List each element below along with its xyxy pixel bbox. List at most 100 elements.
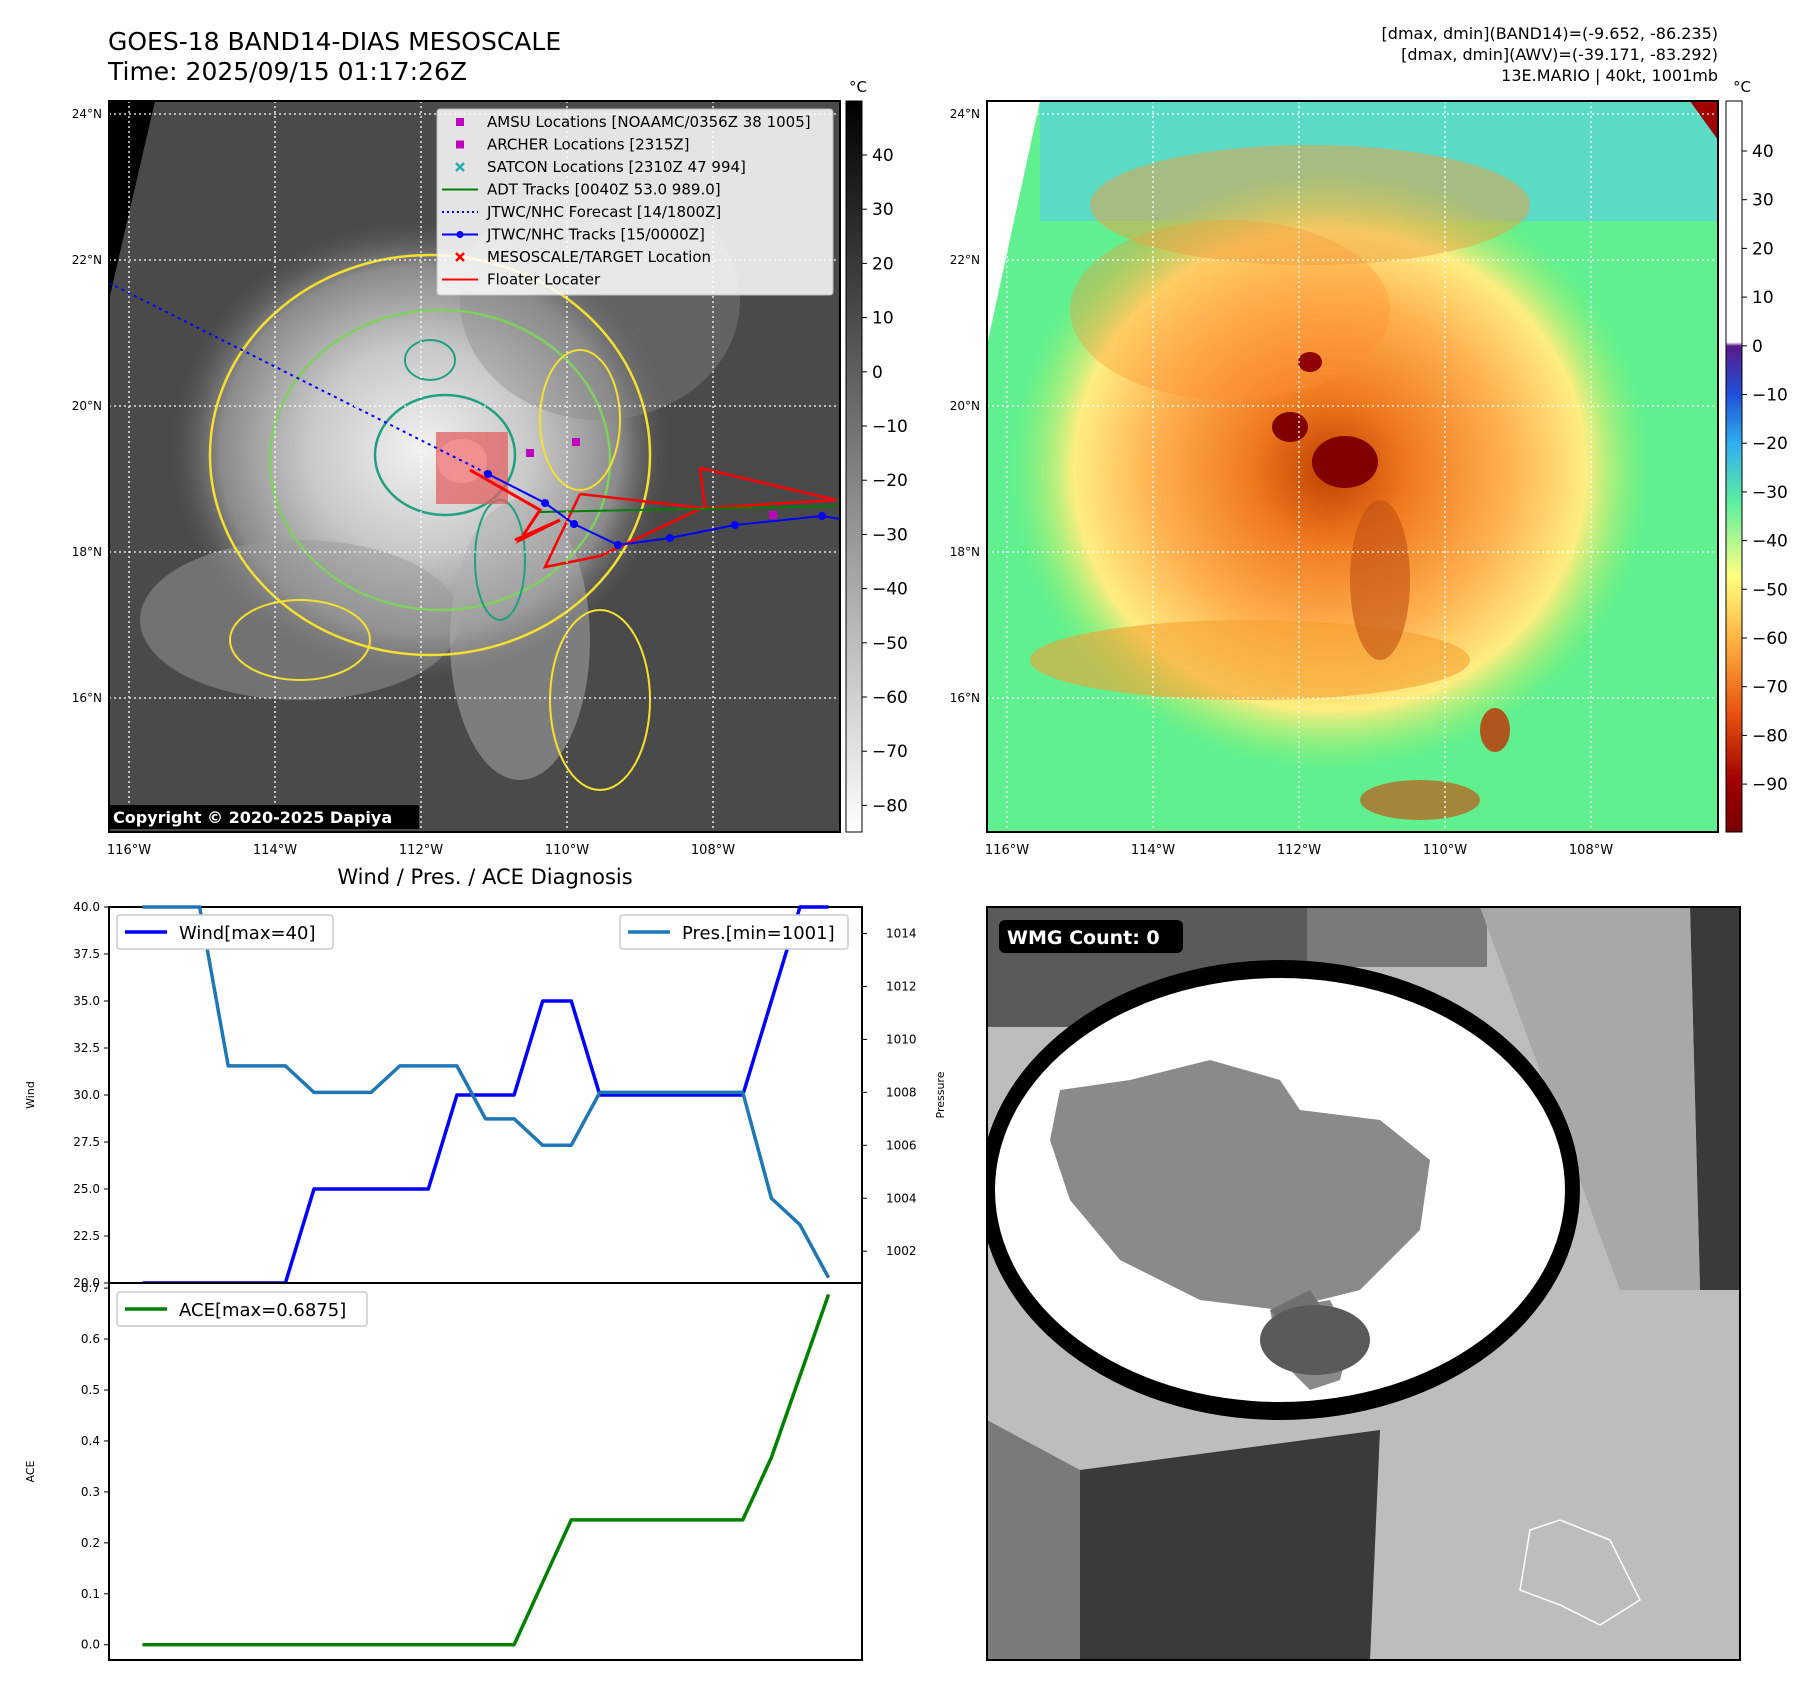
legend-label: Floater Locater	[487, 271, 601, 289]
y-tick-label: 20.0	[73, 1276, 100, 1290]
colorbar-jet-unit: °C	[1733, 78, 1751, 96]
map-legend: AMSU Locations [NOAAMC/0356Z 38 1005] ARC…	[436, 108, 834, 296]
y-tick-label: 25.0	[73, 1182, 100, 1196]
ace-chart: 0.0 0.1 0.2 0.3 0.4 0.5 0.6 0.7 ACE ACE[max=0.687…	[24, 1281, 863, 1661]
colorbar-tick-label: −70	[1752, 678, 1788, 698]
wmg-count-label: WMG Count: 0	[1007, 927, 1160, 949]
wind-pressure-chart: 20.0 22.5 25.0 27.5 30.0 32.5 35.0 37.5 40.0 1002…	[24, 900, 947, 1290]
y-tick-label: 0.5	[81, 1383, 100, 1397]
lon-label: 112°W	[399, 843, 443, 858]
lat-label: 18°N	[950, 545, 980, 559]
lon-label: 114°W	[253, 843, 297, 858]
chart-legend-box	[619, 914, 849, 950]
y-tick-label: 0.6	[81, 1332, 100, 1346]
series-line	[142, 905, 831, 1279]
legend-label: AMSU Locations [NOAAMC/0356Z 38 1005]	[487, 113, 811, 131]
y-tick-label: 40.0	[73, 900, 100, 914]
y-tick-label: 37.5	[73, 947, 100, 961]
colorbar-tick-label: −10	[1752, 386, 1788, 406]
legend-marker	[456, 118, 464, 126]
colorbar-gray-unit: °C	[849, 78, 867, 96]
y-tick-label: 0.3	[81, 1485, 100, 1499]
lon-labels-b: 116°W 114°W 112°W 110°W 108°W	[985, 843, 1613, 858]
colorbar-tick-label: −40	[1752, 532, 1788, 552]
colorbar-tick-label: 40	[872, 146, 894, 166]
y-tick-label: 22.5	[73, 1229, 100, 1243]
colorbar-tick-label: −90	[1752, 775, 1788, 795]
y2-tick-label: 1012	[886, 979, 917, 993]
colorbar-tick-label: 30	[872, 200, 894, 220]
legend-entry: JTWC/NHC Tracks [15/0000Z]	[442, 226, 705, 244]
chart-legend-label: Pres.[min=1001]	[682, 923, 835, 944]
copyright-label: Copyright © 2020-2025 Dapiya	[113, 808, 392, 827]
lon-label: 110°W	[545, 843, 589, 858]
y-tick-label: 0.1	[81, 1587, 100, 1601]
y-tick-label: 0.4	[81, 1434, 100, 1448]
colorbar-tick-label: −30	[872, 525, 908, 545]
colorbar-tick-label: −50	[1752, 580, 1788, 600]
figure-time: Time: 2025/09/15 01:17:26Z	[107, 57, 467, 86]
y-tick-label: 35.0	[73, 994, 100, 1008]
lon-label: 116°W	[107, 843, 151, 858]
colorbar-gray: °C 40 30 20 10 0 −10 −20 −30 −40 −50 −60 −70 −80	[845, 78, 908, 833]
colorbar-jet: °C 40 30 20 10 0 −10 −20 −30 −40 −50 −60 −70 −80 −90	[1725, 78, 1788, 833]
y-axis-label: Wind	[24, 1081, 37, 1109]
colorbar-tick-label: 10	[1752, 288, 1774, 308]
legend-marker	[455, 162, 465, 172]
diagnosis-title: Wind / Pres. / ACE Diagnosis	[337, 865, 632, 889]
lat-label: 24°N	[950, 107, 980, 121]
legend-marker	[455, 252, 465, 262]
colorbar-tick-label: −80	[1752, 726, 1788, 746]
lon-label: 108°W	[1569, 843, 1613, 858]
y-tick-label: 0.0	[81, 1638, 100, 1652]
y-tick-label: 32.5	[73, 1041, 100, 1055]
legend-entry: AMSU Locations [NOAAMC/0356Z 38 1005]	[456, 113, 811, 131]
chart-frame	[108, 1282, 863, 1661]
y2-tick-label: 1010	[886, 1032, 917, 1046]
colorbar-tick-label: 40	[1752, 142, 1774, 162]
legend-label: ARCHER Locations [2315Z]	[487, 136, 690, 154]
figure-title: GOES-18 BAND14-DIAS MESOSCALE	[108, 27, 561, 56]
ir-map-frame	[108, 100, 841, 833]
lon-label: 116°W	[985, 843, 1029, 858]
chart-legend: ACE[max=0.6875]	[116, 1291, 368, 1327]
lon-label: 110°W	[1423, 843, 1467, 858]
legend-label: SATCON Locations [2310Z 47 994]	[487, 158, 746, 176]
colorbar-tick-label: −20	[1752, 434, 1788, 454]
colorbar-tick-label: 30	[1752, 191, 1774, 211]
legend-marker	[456, 140, 464, 149]
legend-label: JTWC/NHC Forecast [14/1800Z]	[486, 203, 721, 221]
lat-label: 16°N	[950, 691, 980, 705]
y-tick-label: 27.5	[73, 1135, 100, 1149]
legend-label: JTWC/NHC Tracks [15/0000Z]	[486, 226, 705, 244]
lat-label: 22°N	[72, 253, 102, 267]
y2-tick-label: 1006	[886, 1138, 917, 1152]
y2-tick-label: 1004	[886, 1191, 917, 1205]
lon-labels-a: 116°W 114°W 112°W 110°W 108°W	[107, 843, 735, 858]
lat-labels-b: 24°N 22°N 20°N 18°N 16°N	[950, 107, 980, 705]
lon-label: 112°W	[1277, 843, 1321, 858]
lat-label: 20°N	[950, 399, 980, 413]
chart-legend-label: ACE[max=0.6875]	[179, 1300, 346, 1321]
legend-entry: MESOSCALE/TARGET Location	[455, 248, 711, 266]
awv-map-frame	[986, 100, 1719, 833]
colorbar-tick-label: −80	[872, 796, 908, 816]
chart-legend: Wind[max=40]	[116, 914, 334, 950]
colorbar-tick-label: −40	[872, 580, 908, 600]
wmg-frame	[986, 906, 1741, 1661]
lat-label: 22°N	[950, 253, 980, 267]
y2-tick-label: 1002	[886, 1244, 917, 1258]
lat-labels-a: 24°N 22°N 20°N 18°N 16°N	[72, 107, 102, 705]
chart-legend-box	[116, 914, 334, 950]
legend-entry: JTWC/NHC Forecast [14/1800Z]	[442, 203, 721, 221]
lat-label: 24°N	[72, 107, 102, 121]
lat-label: 20°N	[72, 399, 102, 413]
awv-map-panel	[987, 101, 1718, 832]
wmg-panel: WMG Count: 0	[987, 907, 1740, 1660]
y2-tick-label: 1008	[886, 1085, 917, 1099]
colorbar-tick-label: 20	[872, 254, 894, 274]
colorbar-tick-label: −70	[872, 742, 908, 762]
colorbar-tick-label: −50	[872, 634, 908, 654]
legend-entry: ARCHER Locations [2315Z]	[456, 136, 690, 154]
